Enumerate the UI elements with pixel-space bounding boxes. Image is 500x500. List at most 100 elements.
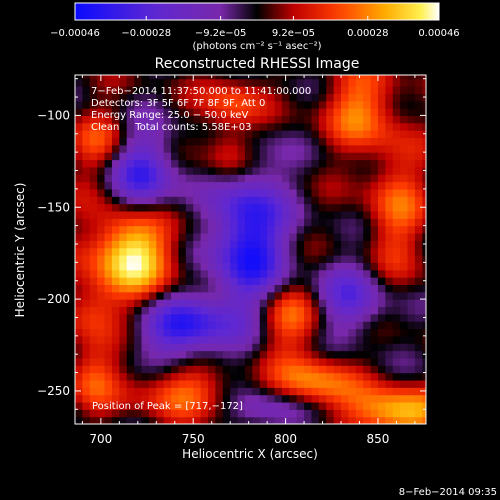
heatmap-cell — [156, 240, 165, 249]
heatmap-cell — [348, 108, 357, 117]
heatmap-cell — [326, 196, 335, 205]
heatmap-cell — [333, 86, 342, 94]
heatmap-cell — [89, 137, 98, 146]
heatmap-cell — [267, 218, 276, 227]
heatmap-cell — [171, 321, 180, 330]
heatmap-cell — [422, 379, 426, 388]
heatmap-cell — [230, 78, 239, 87]
heatmap-cell — [237, 196, 246, 205]
heatmap-cell — [215, 306, 224, 315]
heatmap-cell — [171, 401, 180, 410]
heatmap-cell — [355, 335, 364, 344]
heatmap-cell — [333, 93, 342, 102]
heatmap-cell — [348, 394, 357, 403]
heatmap-cell — [274, 350, 283, 359]
heatmap-cell — [363, 313, 372, 322]
heatmap-cell — [178, 188, 187, 197]
heatmap-cell — [126, 357, 135, 366]
heatmap-cell — [230, 416, 239, 424]
heatmap-cell — [252, 75, 261, 80]
heatmap-cell — [141, 181, 150, 190]
heatmap-cell — [178, 166, 187, 175]
heatmap-cell — [134, 372, 143, 381]
heatmap-cell — [230, 174, 239, 183]
heatmap-cell — [126, 159, 135, 168]
heatmap-cell — [193, 416, 202, 424]
heatmap-cell — [148, 328, 157, 337]
heatmap-cell — [326, 372, 335, 381]
heatmap-cell — [163, 328, 172, 337]
heatmap-cell — [267, 401, 276, 410]
heatmap-cell — [171, 203, 180, 212]
heatmap-cell — [134, 299, 143, 308]
heatmap-cell — [126, 262, 135, 271]
heatmap-cell — [274, 365, 283, 374]
heatmap-cell — [156, 335, 165, 344]
heatmap-cell — [230, 130, 239, 139]
heatmap-cell — [126, 152, 135, 161]
heatmap-cell — [200, 75, 209, 80]
heatmap-cell — [148, 240, 157, 249]
heatmap-cell — [318, 321, 327, 330]
heatmap-cell — [178, 130, 187, 139]
heatmap-cell — [348, 284, 357, 293]
heatmap-cell — [82, 343, 91, 352]
heatmap-cell — [363, 306, 372, 315]
heatmap-cell — [407, 394, 416, 403]
heatmap-cell — [148, 86, 157, 94]
heatmap-cell — [141, 130, 150, 139]
heatmap-cell — [341, 372, 350, 381]
heatmap-cell — [185, 181, 194, 190]
heatmap-cell — [208, 152, 216, 161]
heatmap-cell — [222, 269, 231, 278]
heatmap-cell — [348, 306, 357, 315]
heatmap-cell — [244, 108, 253, 117]
heatmap-cell — [111, 174, 120, 183]
heatmap-cell — [75, 225, 83, 234]
heatmap-cell — [244, 218, 253, 227]
heatmap-cell — [333, 130, 342, 139]
heatmap-cell — [377, 299, 386, 308]
heatmap-cell — [208, 357, 216, 366]
heatmap-cell — [281, 196, 290, 205]
heatmap-cell — [400, 196, 409, 205]
heatmap-cell — [163, 144, 172, 153]
heatmap-cell — [400, 108, 409, 117]
heatmap-cell — [222, 152, 231, 161]
heatmap-cell — [215, 409, 224, 418]
heatmap-cell — [274, 232, 283, 241]
heatmap-cell — [134, 269, 143, 278]
x-tick-label: 800 — [274, 432, 297, 446]
heatmap-cell — [370, 255, 379, 263]
heatmap-cell — [156, 247, 165, 256]
heatmap-cell — [341, 144, 350, 153]
heatmap-cell — [75, 306, 83, 315]
heatmap-cell — [385, 93, 394, 102]
heatmap-cell — [148, 284, 157, 293]
heatmap-cell — [377, 313, 386, 322]
heatmap-cell — [237, 137, 246, 146]
heatmap-cell — [296, 269, 305, 278]
heatmap-cell — [134, 313, 143, 322]
heatmap-cell — [215, 335, 224, 344]
heatmap-cell — [392, 93, 401, 102]
heatmap-cell — [281, 100, 290, 109]
heatmap-cell — [208, 409, 216, 418]
heatmap-cell — [326, 401, 335, 410]
heatmap-cell — [163, 115, 172, 124]
heatmap-cell — [171, 188, 180, 197]
heatmap-cell — [237, 188, 246, 197]
heatmap-cell — [407, 232, 416, 241]
heatmap-cell — [318, 357, 327, 366]
heatmap-cell — [304, 262, 313, 271]
heatmap-cell — [134, 321, 143, 330]
heatmap-cell — [326, 255, 335, 263]
heatmap-cell — [348, 277, 357, 285]
heatmap-cell — [341, 379, 350, 388]
heatmap-cell — [222, 100, 231, 109]
heatmap-cell — [304, 225, 313, 234]
heatmap-cell — [193, 343, 202, 352]
heatmap-cell — [311, 75, 320, 80]
heatmap-cell — [163, 401, 172, 410]
heatmap-cell — [326, 262, 335, 271]
